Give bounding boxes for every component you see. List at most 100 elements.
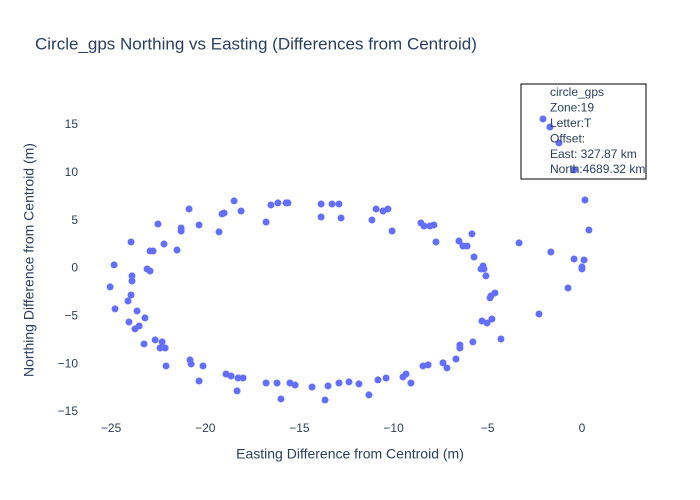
point [482, 272, 490, 280]
point [161, 344, 169, 352]
point [106, 283, 114, 291]
point [187, 360, 195, 368]
point [158, 338, 166, 346]
point [463, 242, 471, 250]
point [274, 199, 282, 207]
point [185, 205, 193, 213]
point [452, 355, 460, 363]
point [443, 364, 451, 372]
point [154, 220, 162, 228]
y-tick-label: −15 [58, 404, 79, 418]
point [125, 318, 133, 326]
point [317, 213, 325, 221]
x-tick-label: −25 [101, 421, 122, 435]
point [335, 200, 343, 208]
point [233, 387, 241, 395]
point [146, 267, 154, 275]
point [374, 376, 382, 384]
y-tick-label: 10 [65, 165, 79, 179]
point [234, 374, 242, 382]
point [570, 166, 578, 174]
x-axis-title: Easting Difference from Centroid (m) [236, 446, 464, 462]
point [455, 237, 463, 245]
point [430, 221, 438, 229]
point [337, 214, 345, 222]
point [483, 319, 491, 327]
point [199, 362, 207, 370]
y-tick-label: 15 [65, 117, 79, 131]
point [262, 218, 270, 226]
point [368, 216, 376, 224]
point [239, 374, 247, 382]
point [546, 123, 554, 131]
point [156, 344, 164, 352]
y-axis-title: Northing Difference from Centroid (m) [21, 143, 37, 377]
point [227, 372, 235, 380]
point [456, 341, 464, 349]
point [539, 115, 547, 123]
point [230, 197, 238, 205]
annotation-text: circle_gps [550, 85, 604, 99]
point [127, 238, 135, 246]
point [355, 380, 363, 388]
point [321, 396, 329, 404]
point [420, 222, 428, 230]
point [135, 322, 143, 330]
point [581, 196, 589, 204]
x-tick-label: −15 [289, 421, 310, 435]
point [124, 297, 132, 305]
point [345, 378, 353, 386]
point [555, 139, 563, 147]
annotation-text: North:4689.32 km [550, 162, 645, 176]
point [480, 265, 488, 273]
point [140, 340, 148, 348]
point [535, 310, 543, 318]
point [308, 383, 316, 391]
point [151, 336, 159, 344]
point [468, 230, 476, 238]
point [284, 199, 292, 207]
point [237, 207, 245, 215]
point [195, 221, 203, 229]
point [317, 200, 325, 208]
point [277, 395, 285, 403]
point [127, 291, 135, 299]
point [324, 382, 332, 390]
annotation-box [520, 83, 647, 180]
point [267, 201, 275, 209]
point [402, 370, 410, 378]
point [365, 391, 373, 399]
point [328, 200, 336, 208]
point [215, 228, 223, 236]
x-tick-label: −20 [195, 421, 216, 435]
point [149, 247, 157, 255]
point [488, 315, 496, 323]
point [407, 379, 415, 387]
point [220, 209, 228, 217]
y-tick-label: −5 [64, 308, 78, 322]
point [470, 253, 478, 261]
point [262, 379, 270, 387]
point [382, 374, 390, 382]
y-tick-label: 5 [71, 213, 78, 227]
point [547, 248, 555, 256]
point [177, 227, 185, 235]
point [141, 314, 149, 322]
point [160, 240, 168, 248]
point [384, 205, 392, 213]
point [133, 307, 141, 315]
point [469, 338, 477, 346]
point [128, 277, 136, 285]
point [424, 361, 432, 369]
y-tick-label: 0 [71, 261, 78, 275]
point [580, 256, 588, 264]
point [162, 362, 170, 370]
point [291, 381, 299, 389]
point [110, 261, 118, 269]
x-tick-label: −10 [383, 421, 404, 435]
annotation-text: Zone:19 [550, 101, 594, 115]
point [578, 265, 586, 273]
point [388, 227, 396, 235]
